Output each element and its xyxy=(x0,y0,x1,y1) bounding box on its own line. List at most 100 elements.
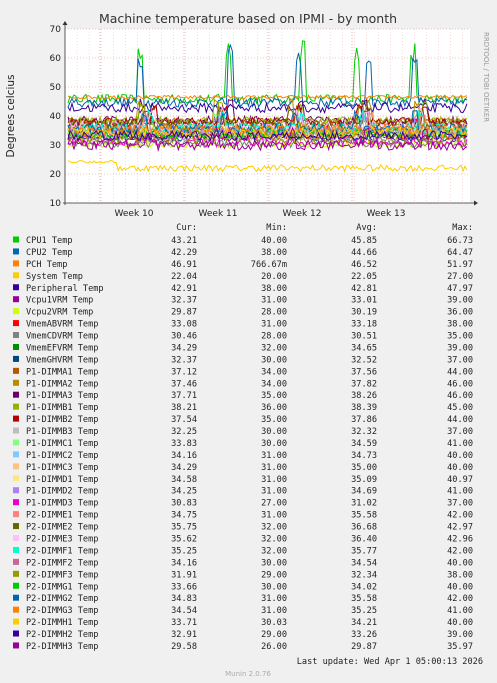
legend-swatch xyxy=(13,475,19,482)
legend-swatch xyxy=(13,535,19,541)
legend-max-value: 36.00 xyxy=(447,308,473,318)
legend-max-value: 39.00 xyxy=(447,630,473,640)
legend-max-value: 40.00 xyxy=(447,558,473,568)
legend-max-value: 39.00 xyxy=(447,343,473,353)
legend-cur-value: 35.75 xyxy=(171,523,197,533)
legend-series-name: Vcpu2VRM Temp xyxy=(26,308,93,318)
y-tick-label: 30 xyxy=(50,141,62,151)
legend-avg-value: 34.65 xyxy=(351,343,377,353)
legend-min-value: 31.00 xyxy=(261,511,287,521)
legend-cur-value: 29.58 xyxy=(171,642,197,652)
legend-series-name: P2-DIMMF1 Temp xyxy=(26,546,98,556)
legend-series-name: VmemABVRM Temp xyxy=(26,320,98,330)
legend-swatch xyxy=(13,379,19,386)
series-line-33 xyxy=(67,129,468,142)
legend-series-name: P2-DIMME2 Temp xyxy=(26,523,98,533)
legend-avg-value: 35.25 xyxy=(351,606,377,616)
legend-min-value: 31.00 xyxy=(261,463,287,473)
legend-cur-value: 34.58 xyxy=(171,475,197,485)
legend-swatch xyxy=(13,355,19,362)
legend-min-value: 31.00 xyxy=(261,487,287,497)
legend-min-value: 20.00 xyxy=(261,272,287,282)
legend-avg-value: 46.52 xyxy=(351,260,377,270)
legend-max-value: 37.00 xyxy=(447,499,473,509)
legend-avg-value: 38.39 xyxy=(351,403,377,413)
legend-max-value: 51.97 xyxy=(447,260,473,270)
legend-swatch xyxy=(13,427,19,434)
legend-series-name: P1-DIMMD1 Temp xyxy=(26,475,98,485)
legend-cur-value: 33.83 xyxy=(171,439,197,449)
legend-cur-value: 33.08 xyxy=(171,320,197,330)
legend-avg-value: 34.02 xyxy=(351,582,377,592)
legend-series-name: P1-DIMMC2 Temp xyxy=(26,451,98,461)
legend-min-value: 36.00 xyxy=(261,403,287,413)
legend-swatch xyxy=(13,403,19,410)
legend-cur-value: 46.91 xyxy=(171,260,197,270)
legend-cur-value: 43.21 xyxy=(171,236,197,246)
legend-avg-value: 35.77 xyxy=(351,546,377,556)
x-tick-label: Week 11 xyxy=(199,209,238,219)
chart-title: Machine temperature based on IPMI - by m… xyxy=(99,11,397,26)
series-line-25 xyxy=(67,105,467,133)
legend-cur-value: 35.62 xyxy=(171,535,197,545)
legend-avg-value: 36.40 xyxy=(351,535,377,545)
legend-cur-value: 34.54 xyxy=(171,606,197,616)
legend-cur-value: 42.29 xyxy=(171,248,197,258)
x-tick-label: Week 13 xyxy=(367,209,406,219)
series-line-15 xyxy=(67,103,468,129)
legend-avg-value: 45.85 xyxy=(351,236,377,246)
legend-swatch xyxy=(13,272,19,279)
legend-max-value: 45.00 xyxy=(447,403,473,413)
legend-avg-value: 35.09 xyxy=(351,475,377,485)
legend-swatch xyxy=(13,487,19,494)
legend-max-value: 44.00 xyxy=(447,367,473,377)
legend-swatch xyxy=(13,499,19,506)
legend-swatch xyxy=(13,236,19,243)
legend-min-value: 30.03 xyxy=(261,618,287,628)
legend-cur-value: 37.54 xyxy=(171,415,197,425)
legend-series-name: P2-DIMMF3 Temp xyxy=(26,570,98,580)
legend-cur-value: 34.16 xyxy=(171,451,197,461)
legend-swatch xyxy=(13,367,19,374)
legend-col-header: Min: xyxy=(266,223,287,233)
legend-min-value: 32.00 xyxy=(261,343,287,353)
series-line-4 xyxy=(67,101,468,115)
series-line-31 xyxy=(67,123,468,136)
legend-min-value: 27.00 xyxy=(261,499,287,509)
legend-min-value: 26.00 xyxy=(261,642,287,652)
series-line-34 xyxy=(67,126,468,153)
legend-cur-value: 30.83 xyxy=(171,499,197,509)
y-tick-label: 10 xyxy=(50,199,62,209)
legend-swatch xyxy=(13,343,19,350)
x-tick-label: Week 10 xyxy=(115,209,154,219)
last-update: Last update: Wed Apr 1 05:00:13 2026 xyxy=(297,657,483,667)
series-line-1 xyxy=(67,43,468,109)
legend-max-value: 40.00 xyxy=(447,582,473,592)
legend-cur-value: 29.87 xyxy=(171,308,197,318)
legend-avg-value: 29.87 xyxy=(351,642,377,652)
legend-avg-value: 35.58 xyxy=(351,594,377,604)
legend-min-value: 29.00 xyxy=(261,630,287,640)
legend-min-value: 31.00 xyxy=(261,320,287,330)
legend-min-value: 38.00 xyxy=(261,284,287,294)
legend-series-name: P2-DIMMG3 Temp xyxy=(26,606,98,616)
legend-series-name: VmemEFVRM Temp xyxy=(26,343,98,353)
legend-cur-value: 31.91 xyxy=(171,570,197,580)
legend-cur-value: 34.29 xyxy=(171,463,197,473)
legend-max-value: 38.00 xyxy=(447,570,473,580)
legend-swatch xyxy=(13,558,19,565)
legend-max-value: 40.97 xyxy=(447,475,473,485)
legend: Cur: Min: Avg: Max: CPU1 Temp 43.21 40.00 45.85… xyxy=(13,223,473,652)
legend-col-header: Cur: xyxy=(176,223,197,233)
legend-series-name: System Temp xyxy=(26,272,83,282)
legend-min-value: 32.00 xyxy=(261,546,287,556)
legend-swatch xyxy=(13,570,19,577)
legend-min-value: 30.00 xyxy=(261,558,287,568)
legend-cur-value: 33.66 xyxy=(171,582,197,592)
legend-cur-value: 35.25 xyxy=(171,546,197,556)
legend-cur-value: 34.75 xyxy=(171,511,197,521)
legend-swatch xyxy=(13,582,19,589)
legend-swatch xyxy=(13,511,19,518)
legend-min-value: 30.00 xyxy=(261,427,287,437)
legend-avg-value: 34.21 xyxy=(351,618,377,628)
